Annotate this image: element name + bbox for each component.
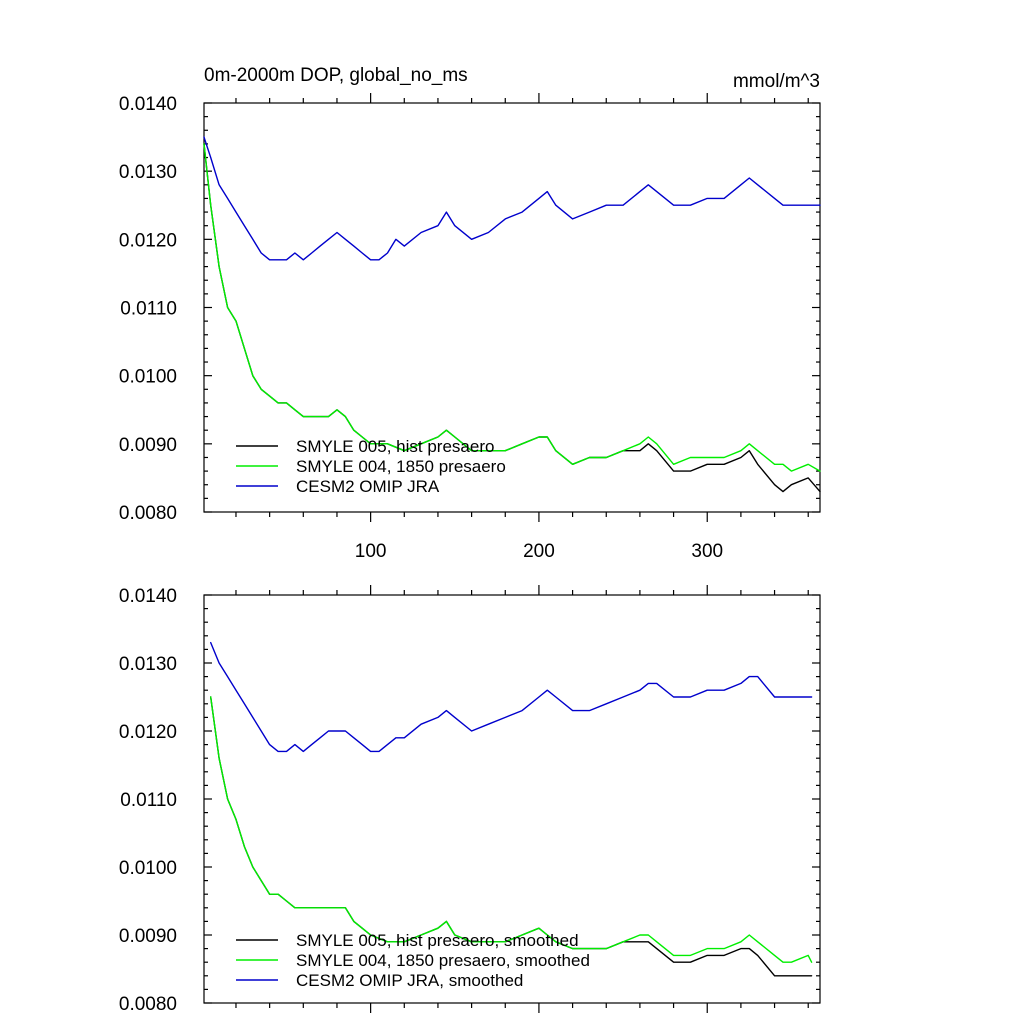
- top-panel-ticks: [204, 93, 820, 522]
- bottom-y-tick-label: 0.0110: [120, 790, 177, 811]
- bottom-y-tick-label: 0.0130: [119, 654, 177, 675]
- top-x-tick-label: 200: [523, 541, 555, 562]
- bottom-panel-legend: SMYLE 005, hist presaero, smoothedSMYLE …: [236, 931, 590, 990]
- top-panel-y-tick-labels: 0.0080 0.0090 0.0100 0.0110 0.0120 0.0130 0.01…: [119, 94, 177, 524]
- top-series-line-pre1850: [203, 143, 821, 472]
- top-legend-label: CESM2 OMIP JRA: [296, 477, 440, 496]
- top-y-tick-label: 0.0100: [119, 367, 177, 388]
- top-x-tick-label: 300: [691, 541, 723, 562]
- bottom-series-line-pre1850: [210, 696, 813, 963]
- bottom-legend-label: CESM2 OMIP JRA, smoothed: [296, 971, 523, 990]
- bottom-legend-label: SMYLE 004, 1850 presaero, smoothed: [296, 951, 590, 970]
- top-legend-label: SMYLE 005, hist presaero: [296, 437, 494, 456]
- bottom-y-tick-label: 0.0080: [119, 994, 177, 1015]
- figure-title: 0m-2000m DOP, global_no_ms: [204, 65, 468, 86]
- top-y-tick-label: 0.0130: [119, 162, 177, 183]
- bottom-panel-series: [210, 641, 813, 977]
- top-y-tick-label: 0.0140: [119, 94, 177, 115]
- bottom-panel-y-tick-labels: 0.0080 0.0090 0.0100 0.0110 0.0120 0.0130 0.01…: [119, 586, 177, 1015]
- top-x-tick-label: 100: [355, 541, 387, 562]
- top-y-tick-label: 0.0090: [119, 435, 177, 456]
- top-panel-series: [203, 136, 821, 493]
- top-series-line-omip: [203, 136, 821, 261]
- bottom-y-tick-label: 0.0090: [119, 926, 177, 947]
- top-y-tick-label: 0.0080: [119, 503, 177, 524]
- top-panel-x-tick-labels: 100 200 300: [355, 541, 723, 562]
- bottom-legend-label: SMYLE 005, hist presaero, smoothed: [296, 931, 579, 950]
- bottom-y-tick-label: 0.0120: [119, 722, 177, 743]
- units-label: mmol/m^3: [733, 71, 820, 92]
- bottom-y-tick-label: 0.0140: [119, 586, 177, 607]
- bottom-series-line-omip: [210, 641, 813, 753]
- top-legend-label: SMYLE 004, 1850 presaero: [296, 457, 506, 476]
- top-y-tick-label: 0.0120: [119, 230, 177, 251]
- top-y-tick-label: 0.0110: [120, 299, 177, 320]
- bottom-y-tick-label: 0.0100: [119, 858, 177, 879]
- top-panel: 0.0080 0.0090 0.0100 0.0110 0.0120 0.0130 0.01…: [119, 93, 821, 562]
- bottom-panel-ticks: [204, 585, 820, 1013]
- bottom-panel: 0.0080 0.0090 0.0100 0.0110 0.0120 0.0130 0.01…: [119, 585, 821, 1015]
